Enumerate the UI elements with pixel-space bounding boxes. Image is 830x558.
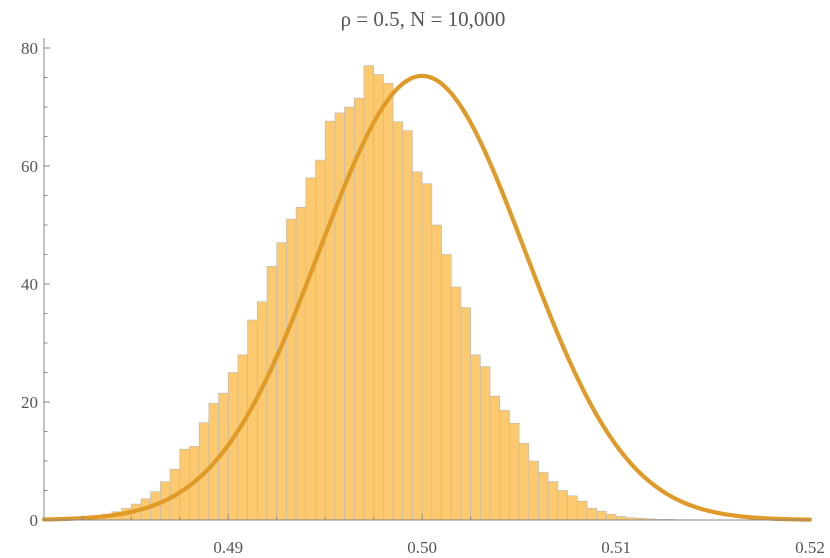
y-tick-label: 20 <box>21 393 38 412</box>
histogram-bar <box>606 513 617 521</box>
histogram-bar <box>392 121 404 521</box>
histogram-bar <box>615 516 627 521</box>
bars-group <box>43 65 694 521</box>
histogram-bar <box>295 207 307 521</box>
histogram-bar <box>586 507 597 521</box>
chart-title: ρ = 0.5, N = 10,000 <box>341 7 506 31</box>
histogram-bar <box>421 183 433 521</box>
y-tick-label: 0 <box>30 511 39 530</box>
histogram-bar <box>286 218 297 521</box>
histogram-bar <box>373 74 384 521</box>
histogram-bar <box>557 490 568 521</box>
x-ticks-group: 0.49 0.50 0.51 0.52 <box>82 514 825 557</box>
fit-curve-group <box>41 73 813 522</box>
x-tick-label: 0.51 <box>601 538 631 557</box>
histogram-bar <box>237 354 248 521</box>
x-tick-label: 0.49 <box>213 538 243 557</box>
histogram-bar <box>266 265 278 521</box>
histogram-bar <box>315 159 326 521</box>
histogram-bar <box>480 366 491 521</box>
histogram-bar <box>489 395 501 521</box>
histogram-bar <box>247 319 258 521</box>
x-tick-label: 0.50 <box>407 538 437 557</box>
histogram-bar <box>402 130 413 521</box>
histogram-bar <box>547 481 559 521</box>
histogram-bar <box>257 301 268 521</box>
normal-fit-curve <box>41 73 813 522</box>
histogram-bar <box>305 177 316 521</box>
histogram-bar <box>576 500 588 521</box>
histogram-bar <box>499 409 510 521</box>
axes-group <box>43 38 810 521</box>
histogram-bar <box>383 83 394 521</box>
histogram-bar <box>509 422 520 521</box>
histogram-bar <box>276 242 287 521</box>
histogram-bar <box>528 460 539 521</box>
x-tick-label: 0.52 <box>795 538 825 557</box>
histogram-bar <box>450 286 462 521</box>
histogram-bar <box>596 510 607 521</box>
histogram-bar <box>431 224 442 521</box>
histogram-bar <box>538 471 549 521</box>
y-ticks-group: 0 20 40 60 80 <box>21 39 50 530</box>
histogram-bar <box>470 354 481 521</box>
y-tick-label: 60 <box>21 157 38 176</box>
y-tick-label: 40 <box>21 275 38 294</box>
histogram-bar <box>334 112 345 521</box>
histogram-bar <box>324 120 336 521</box>
y-tick-label: 80 <box>21 39 38 58</box>
histogram-bar <box>460 307 471 521</box>
histogram-bar <box>518 442 530 521</box>
histogram-bar <box>441 254 452 521</box>
histogram-bar <box>567 495 578 521</box>
histogram-bar <box>412 171 423 521</box>
